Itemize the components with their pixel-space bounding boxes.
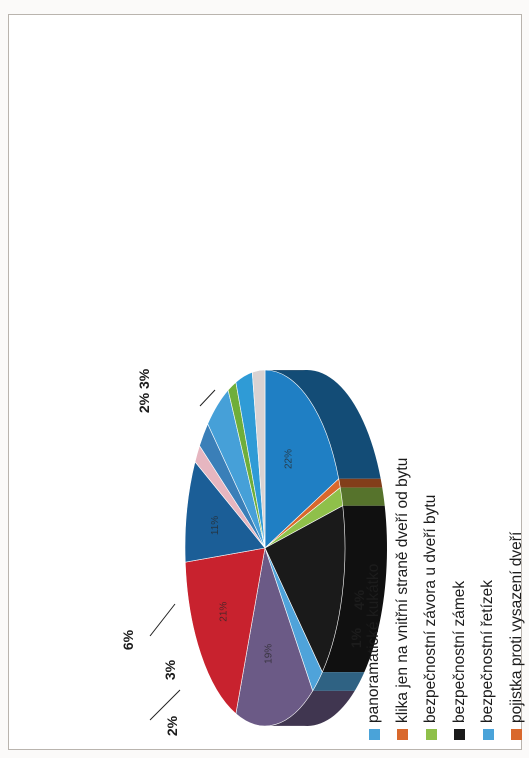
pie-slice: [264, 505, 346, 673]
outer-label-2-3pct: 2% 3%: [136, 368, 153, 414]
pie-slice-side: [262, 690, 355, 726]
outer-label-3pct: 3%: [162, 659, 179, 681]
legend-label: panoramatické kukátko: [365, 563, 383, 723]
pie-slice-side: [312, 672, 365, 691]
legend-label: pojistka proti vysazení dveří: [507, 531, 525, 723]
legend-swatch: [425, 729, 437, 740]
legend-item: klika jen na vnitřní straně dveří od byt…: [389, 20, 418, 740]
leader-line: [149, 603, 176, 637]
legend-swatch: [454, 729, 466, 740]
legend-swatch: [511, 729, 523, 740]
leader-line: [199, 389, 216, 407]
legend: panoramatické kukátko klika jen na vnitřn…: [360, 20, 529, 740]
pie-slice: [264, 369, 340, 549]
pie-slice: [184, 547, 266, 715]
legend-swatch: [397, 729, 409, 740]
outer-label-6pct: 6%: [120, 629, 137, 651]
legend-label: klika jen na vnitřní straně dveří od byt…: [393, 457, 411, 723]
pie-slice-label: 19%: [263, 644, 274, 664]
pie-slice: [235, 547, 314, 727]
pie-slice-label: 11%: [210, 516, 221, 535]
legend-label: bezpečnostní řetízek: [479, 579, 497, 723]
legend-label: bezpečnostní zámek: [450, 580, 468, 723]
legend-label: bezpečnostní závora u dveří bytu: [422, 494, 440, 723]
legend-item: bezpečnostní zámek: [446, 20, 475, 740]
pie-slice: [184, 461, 266, 563]
pie-slice-side: [322, 505, 387, 673]
legend-item: panoramatické kukátko: [360, 20, 389, 740]
leader-line: [149, 689, 181, 721]
legend-item: bezpečnostní závora u dveří bytu: [417, 20, 446, 740]
pie-slice-label: 22%: [284, 449, 295, 469]
pie-slice-side: [340, 487, 385, 506]
legend-item: bezpečnostní řetízek: [474, 20, 503, 740]
legend-item: pojistka proti vysazení dveří: [503, 20, 529, 740]
legend-swatch: [368, 729, 380, 740]
pie-slice-side: [338, 478, 383, 488]
pie-slice: [251, 369, 266, 549]
pie-slice-label: 21%: [218, 602, 229, 622]
pie-top: 22% 19% 21% 11%: [184, 369, 346, 727]
outer-label-2pct: 2%: [164, 715, 181, 737]
legend-swatch: [482, 729, 494, 740]
